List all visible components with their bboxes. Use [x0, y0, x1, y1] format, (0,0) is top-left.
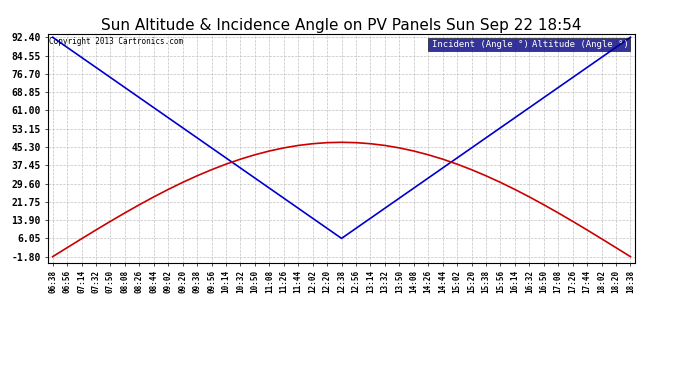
Title: Sun Altitude & Incidence Angle on PV Panels Sun Sep 22 18:54: Sun Altitude & Incidence Angle on PV Pan… [101, 18, 582, 33]
Text: Copyright 2013 Cartronics.com: Copyright 2013 Cartronics.com [50, 37, 184, 46]
Legend: Incident (Angle °), Altitude (Angle °): Incident (Angle °), Altitude (Angle °) [428, 38, 630, 51]
